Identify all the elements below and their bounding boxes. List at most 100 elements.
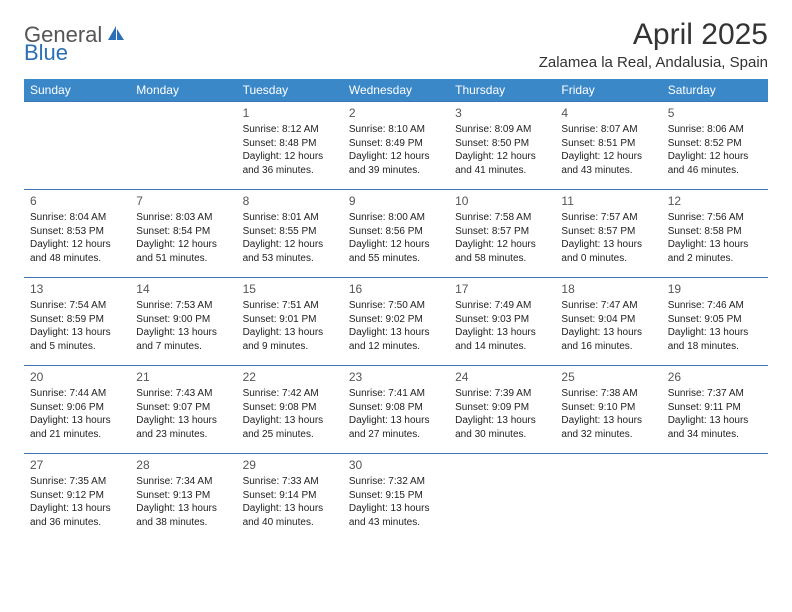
day-cell: 10Sunrise: 7:58 AMSunset: 8:57 PMDayligh… [449,190,555,278]
daylight-line: Daylight: 13 hours and 21 minutes. [30,414,124,441]
sunset-line: Sunset: 8:49 PM [349,137,443,151]
sunset-line: Sunset: 8:58 PM [668,225,762,239]
week-row: 27Sunrise: 7:35 AMSunset: 9:12 PMDayligh… [24,454,768,542]
sunrise-line: Sunrise: 7:58 AM [455,211,549,225]
day-number: 24 [455,369,549,385]
daylight-line: Daylight: 13 hours and 18 minutes. [668,326,762,353]
sunrise-line: Sunrise: 8:01 AM [243,211,337,225]
sunset-line: Sunset: 9:02 PM [349,313,443,327]
day-cell: 21Sunrise: 7:43 AMSunset: 9:07 PMDayligh… [130,366,236,454]
daylight-line: Daylight: 13 hours and 25 minutes. [243,414,337,441]
day-header-row: SundayMondayTuesdayWednesdayThursdayFrid… [24,79,768,102]
day-number: 20 [30,369,124,385]
day-number: 1 [243,105,337,121]
sunset-line: Sunset: 9:15 PM [349,489,443,503]
brand-text-blue: Blue [24,40,68,65]
sunset-line: Sunset: 8:48 PM [243,137,337,151]
day-cell: 25Sunrise: 7:38 AMSunset: 9:10 PMDayligh… [555,366,661,454]
day-number: 8 [243,193,337,209]
sunrise-line: Sunrise: 8:04 AM [30,211,124,225]
day-number: 6 [30,193,124,209]
day-cell: 20Sunrise: 7:44 AMSunset: 9:06 PMDayligh… [24,366,130,454]
sunset-line: Sunset: 9:14 PM [243,489,337,503]
day-cell: 12 Sunrise: 7:56 AMSunset: 8:58 PMDayligh… [662,190,768,278]
sunrise-line: Sunrise: 8:03 AM [136,211,230,225]
daylight-line: Daylight: 13 hours and 5 minutes. [30,326,124,353]
day-cell: 6Sunrise: 8:04 AMSunset: 8:53 PMDaylight… [24,190,130,278]
day-cell: 27Sunrise: 7:35 AMSunset: 9:12 PMDayligh… [24,454,130,542]
sunrise-line: Sunrise: 7:51 AM [243,299,337,313]
day-number: 12 [668,193,762,209]
day-number: 3 [455,105,549,121]
sunset-line: Sunset: 8:51 PM [561,137,655,151]
sunset-line: Sunset: 9:08 PM [349,401,443,415]
daylight-line: Daylight: 13 hours and 16 minutes. [561,326,655,353]
sunset-line: Sunset: 8:54 PM [136,225,230,239]
daylight-line: Daylight: 12 hours and 41 minutes. [455,150,549,177]
daylight-line: Daylight: 12 hours and 48 minutes. [30,238,124,265]
day-cell: 14Sunrise: 7:53 AMSunset: 9:00 PMDayligh… [130,278,236,366]
sunrise-line: Sunrise: 7:46 AM [668,299,762,313]
sunrise-line: Sunrise: 7:56 AM [668,211,762,225]
daylight-line: Daylight: 13 hours and 43 minutes. [349,502,443,529]
day-header: Friday [555,79,661,102]
day-number: 9 [349,193,443,209]
day-cell [662,454,768,542]
day-number: 27 [30,457,124,473]
brand-blue-row: Blue [24,40,68,66]
day-header: Saturday [662,79,768,102]
day-cell [130,102,236,190]
daylight-line: Daylight: 12 hours and 53 minutes. [243,238,337,265]
sunrise-line: Sunrise: 8:09 AM [455,123,549,137]
day-number: 15 [243,281,337,297]
sunrise-line: Sunrise: 7:49 AM [455,299,549,313]
sunrise-line: Sunrise: 7:44 AM [30,387,124,401]
day-number: 5 [668,105,762,121]
daylight-line: Daylight: 13 hours and 2 minutes. [668,238,762,265]
sunset-line: Sunset: 9:04 PM [561,313,655,327]
daylight-line: Daylight: 12 hours and 46 minutes. [668,150,762,177]
day-number: 30 [349,457,443,473]
week-row: 1 Sunrise: 8:12 AMSunset: 8:48 PM Daylight… [24,102,768,190]
sunset-line: Sunset: 8:50 PM [455,137,549,151]
daylight-line: Daylight: 13 hours and 40 minutes. [243,502,337,529]
month-title: April 2025 [539,18,768,52]
week-row: 20Sunrise: 7:44 AMSunset: 9:06 PMDayligh… [24,366,768,454]
sunset-line: Sunset: 9:08 PM [243,401,337,415]
daylight-line: Daylight: 13 hours and 7 minutes. [136,326,230,353]
sunrise-line: Sunrise: 7:53 AM [136,299,230,313]
day-cell: 26Sunrise: 7:37 AMSunset: 9:11 PMDayligh… [662,366,768,454]
day-cell: 7Sunrise: 8:03 AMSunset: 8:54 PMDaylight… [130,190,236,278]
sunset-line: Sunset: 8:57 PM [455,225,549,239]
daylight-line: Daylight: 12 hours and 58 minutes. [455,238,549,265]
header: General April 2025 Zalamea la Real, Anda… [24,18,768,71]
day-cell: 13Sunrise: 7:54 AMSunset: 8:59 PMDayligh… [24,278,130,366]
day-cell: 19Sunrise: 7:46 AMSunset: 9:05 PMDayligh… [662,278,768,366]
daylight-line: Daylight: 12 hours and 39 minutes. [349,150,443,177]
day-number: 16 [349,281,443,297]
day-number: 28 [136,457,230,473]
day-number: 19 [668,281,762,297]
day-cell: 9Sunrise: 8:00 AMSunset: 8:56 PMDaylight… [343,190,449,278]
sunrise-line: Sunrise: 8:06 AM [668,123,762,137]
day-number: 14 [136,281,230,297]
day-number: 13 [30,281,124,297]
sunrise-line: Sunrise: 7:42 AM [243,387,337,401]
day-cell: 4Sunrise: 8:07 AMSunset: 8:51 PMDaylight… [555,102,661,190]
sunrise-line: Sunrise: 8:12 AM [243,123,337,137]
day-number: 29 [243,457,337,473]
sunrise-line: Sunrise: 7:43 AM [136,387,230,401]
calendar-table: SundayMondayTuesdayWednesdayThursdayFrid… [24,79,768,542]
sunrise-line: Sunrise: 7:32 AM [349,475,443,489]
sunrise-line: Sunrise: 8:00 AM [349,211,443,225]
day-number: 21 [136,369,230,385]
title-block: April 2025 Zalamea la Real, Andalusia, S… [539,18,768,71]
sunset-line: Sunset: 9:01 PM [243,313,337,327]
day-cell: 17Sunrise: 7:49 AMSunset: 9:03 PMDayligh… [449,278,555,366]
day-number: 25 [561,369,655,385]
day-cell: 11Sunrise: 7:57 AMSunset: 8:57 PMDayligh… [555,190,661,278]
sunrise-line: Sunrise: 7:50 AM [349,299,443,313]
day-cell: 5Sunrise: 8:06 AMSunset: 8:52 PMDaylight… [662,102,768,190]
sunrise-line: Sunrise: 7:33 AM [243,475,337,489]
day-number: 11 [561,193,655,209]
